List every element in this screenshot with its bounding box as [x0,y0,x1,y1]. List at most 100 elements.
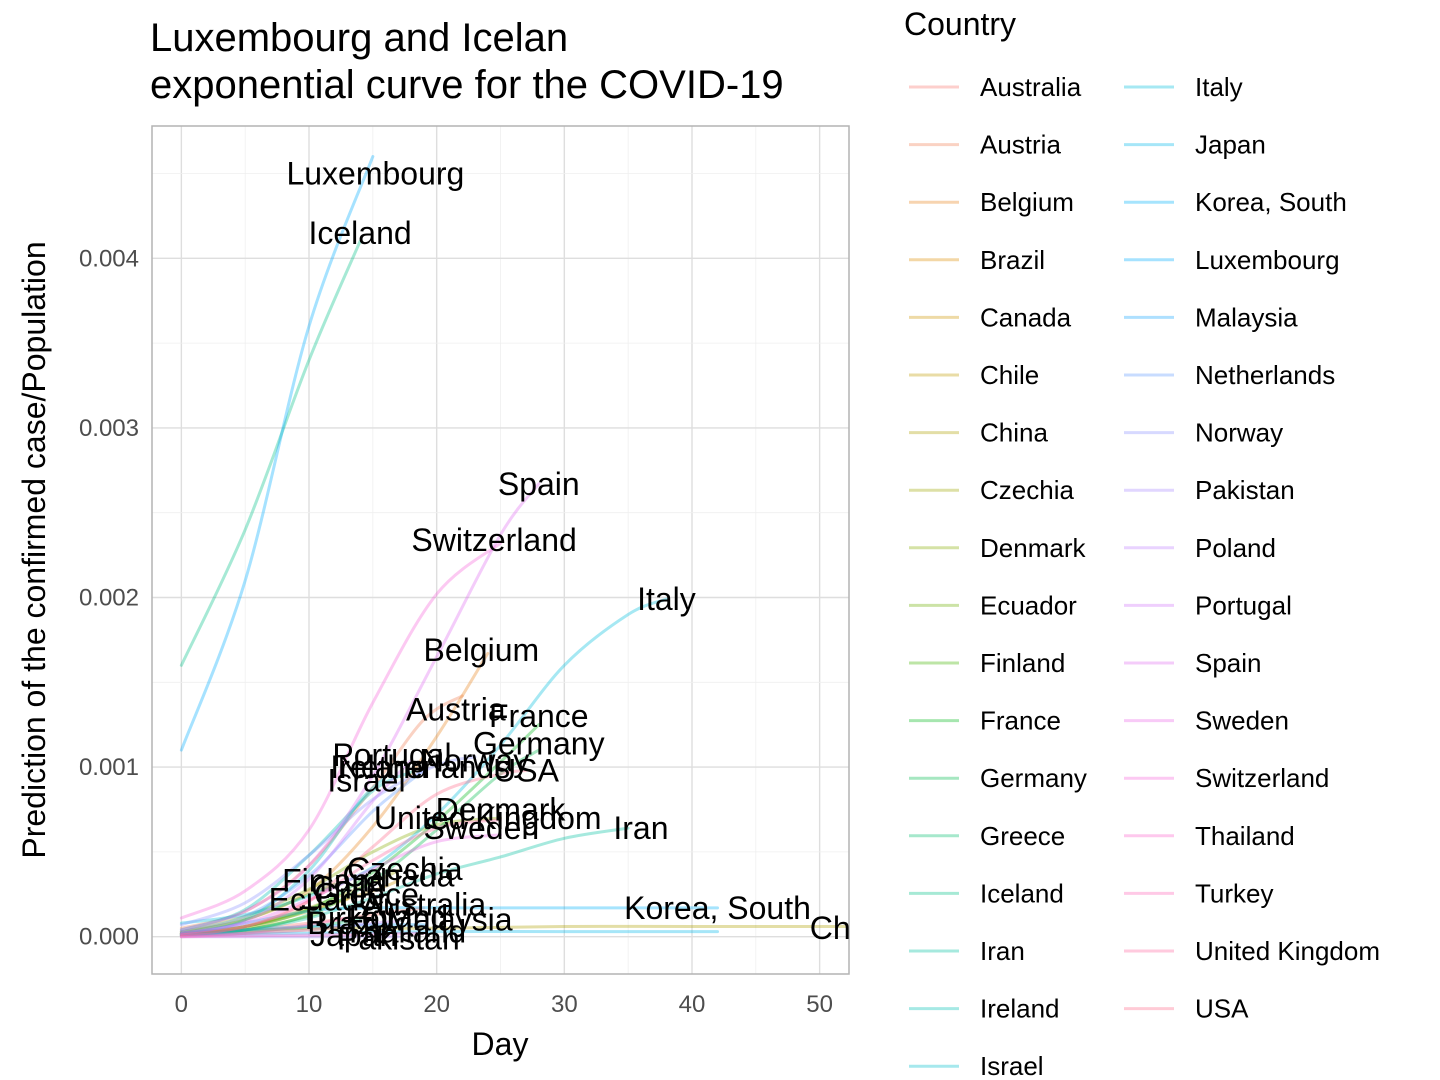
end-label-korea-south: Korea, South [624,890,811,926]
y-tick-label: 0.004 [79,245,139,272]
series-line-france [179,723,541,935]
chart-title-line-1: Luxembourg and Icelan [150,16,568,60]
series-line-greece [179,918,362,937]
legend-label-finland: Finland [980,648,1065,678]
y-tick-label: 0.001 [79,754,139,781]
legend-label-germany: Germany [980,763,1087,793]
legend-label-sweden: Sweden [1195,706,1289,736]
series-line-finland [179,882,337,935]
chart-title-line-2: exponential curve for the COVID-19 [150,63,784,107]
y-tick-label: 0.003 [79,415,139,442]
legend-label-poland: Poland [1195,533,1276,563]
legend-label-portugal: Portugal [1195,590,1292,620]
legend-label-turkey: Turkey [1195,878,1274,908]
series-line-canada [179,879,400,935]
end-label-japan: Japan [310,917,397,953]
end-label-turkey: Turkey [299,900,396,936]
legend-label-australia: Australia [980,72,1082,102]
legend-label-austria: Austria [980,130,1061,160]
end-label-spain: Spain [498,466,580,502]
series-line-netherlands [179,768,426,934]
legend-label-italy: Italy [1195,72,1243,102]
end-label-finland: Finland [282,863,387,899]
legend: Australia Austria Belgium Brazil Canada Chile… [909,72,1380,1080]
end-label-italy: Italy [637,581,696,617]
legend-label-united-kingdom: United Kingdom [1195,936,1380,966]
series-line-korea-south [179,906,720,937]
end-label-sweden: Sweden [424,810,540,846]
x-tick-label: 0 [175,991,188,1018]
end-label-ecuador: Ecuador [269,881,389,917]
grid [152,126,849,974]
x-tick-label: 20 [423,991,450,1018]
legend-label-ireland: Ireland [980,994,1060,1024]
plot-border [151,125,850,975]
end-label-china: China [810,910,894,946]
x-axis-ticks: 0 10 20 30 40 50 [175,991,833,1018]
end-label-belgium: Belgium [424,632,540,668]
series-line-thailand [179,931,426,939]
legend-label-canada: Canada [980,302,1072,332]
series-line-chile [179,897,349,937]
legend-label-luxembourg: Luxembourg [1195,245,1340,275]
end-label-usa: USA [493,752,559,788]
end-label-poland: Poland [349,898,449,934]
series-line-poland [179,919,400,937]
legend-label-france: France [980,706,1061,736]
series-line-norway [179,755,477,927]
end-label-netherlands: Netherlands [338,749,511,785]
series-line-japan [179,929,720,937]
series-line-spain [179,482,541,932]
x-axis-title: Day [472,1026,529,1062]
series-line-usa [179,768,528,937]
x-tick-label: 40 [679,991,706,1018]
end-labels: Luxembourg Iceland Spain Switzerland Italy Be… [269,155,894,956]
series-line-austria [179,694,464,930]
end-label-germany: Germany [473,725,605,761]
end-label-canada: Canada [342,858,454,894]
end-label-portugal: Portugal [332,737,451,773]
end-label-australia: Australia [362,886,487,922]
end-label-ireland: Ireland [330,749,428,785]
y-tick-label: 0.002 [79,584,139,611]
y-tick-label: 0.000 [79,924,139,951]
end-label-switzerland: Switzerland [411,522,576,558]
series-line-portugal [179,758,413,935]
legend-label-thailand: Thailand [1195,821,1295,851]
legend-label-netherlands: Netherlands [1195,360,1335,390]
series-line-czechia [179,869,400,937]
legend-label-pakistan: Pakistan [1195,475,1295,505]
end-label-iran: Iran [613,810,668,846]
series-line-ireland [179,770,413,932]
series-line-iran [179,826,630,937]
x-tick-label: 30 [551,991,578,1018]
legend-label-israel: Israel [980,1051,1044,1080]
end-label-israel: Israel [327,763,405,799]
series-line-switzerland [179,541,502,920]
end-label-austria: Austria [406,691,506,727]
legend-label-greece: Greece [980,821,1065,851]
series-line-germany [179,748,541,937]
legend-label-chile: Chile [980,360,1039,390]
series-line-brazil [179,925,349,937]
legend-label-japan: Japan [1195,130,1266,160]
end-label-luxembourg: Luxembourg [286,155,464,191]
end-label-norway: Norway [421,742,529,778]
y-axis-ticks: 0.000 0.001 0.002 0.003 0.004 [79,245,139,950]
series-line-united-kingdom [179,818,502,937]
series-line-denmark [179,816,502,934]
series-line-malaysia [179,923,426,937]
end-label-pakistan: Pakistan [337,920,460,956]
end-label-denmark: Denmark [436,791,567,827]
y-axis-title: Prediction of the confirmed case/Populat… [16,241,52,858]
legend-label-iran: Iran [980,936,1025,966]
legend-label-ecuador: Ecuador [980,590,1077,620]
end-label-thailand: Thailand [343,914,466,950]
legend-label-brazil: Brazil [980,245,1045,275]
end-label-greece: Greece [314,876,419,912]
series-line-china [179,924,849,935]
series-line-luxembourg [179,155,375,752]
legend-label-denmark: Denmark [980,533,1086,563]
end-label-united-kingdom: United Kingdom [374,800,602,836]
